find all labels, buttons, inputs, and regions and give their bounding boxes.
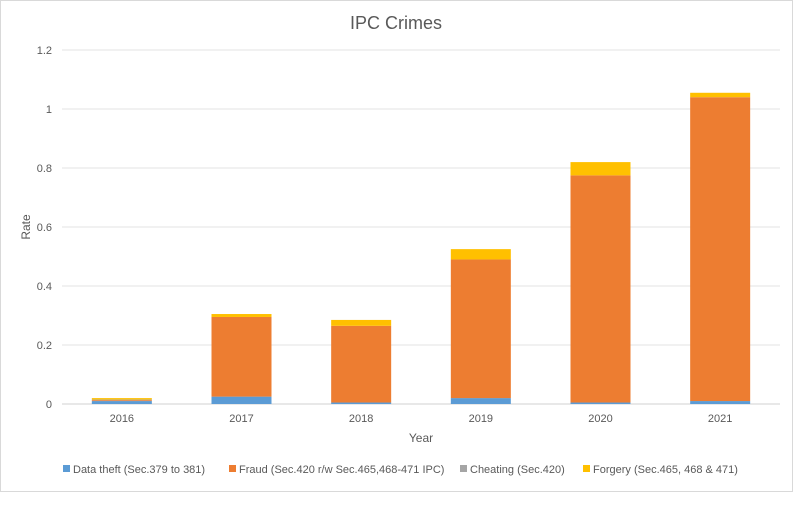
bar-segment [450, 259, 511, 399]
y-axis-ticks: 0 0.2 0.4 0.6 0.8 1 1.2 [37, 45, 52, 411]
bar-segment [450, 249, 511, 260]
x-tick-label: 2017 [229, 413, 253, 425]
bar-segment [91, 399, 152, 401]
y-tick-label: 0.4 [37, 281, 52, 293]
bar-segment [690, 401, 751, 404]
bar-segment [331, 325, 392, 403]
y-axis-label: Rate [19, 214, 33, 240]
x-tick-label: 2020 [588, 413, 612, 425]
legend: Data theft (Sec.379 to 381) Fraud (Sec.42… [63, 464, 738, 476]
x-tick-label: 2018 [349, 413, 373, 425]
bars-group [91, 92, 751, 404]
y-tick-label: 0 [46, 399, 52, 411]
y-tick-label: 1 [46, 104, 52, 116]
x-tick-label: 2016 [110, 413, 134, 425]
y-tick-label: 1.2 [37, 45, 52, 57]
y-tick-label: 0.8 [37, 163, 52, 175]
bar-segment [690, 97, 751, 402]
bar-segment [450, 398, 511, 404]
chart-title: IPC Crimes [350, 13, 442, 33]
x-axis-label: Year [409, 431, 433, 445]
bar-segment [570, 162, 631, 176]
bar-segment [211, 314, 272, 317]
chart-frame [0, 0, 793, 492]
y-tick-label: 0.6 [37, 222, 52, 234]
bar-segment [690, 92, 751, 98]
bar-segment [91, 401, 152, 404]
bar-segment [91, 398, 152, 400]
bar-segment [570, 402, 631, 404]
gridlines [62, 49, 780, 405]
x-axis-ticks: 2016 2017 2018 2019 2020 2021 [110, 413, 733, 425]
legend-swatch [229, 465, 236, 472]
legend-swatch [583, 465, 590, 472]
bar-segment [211, 316, 272, 397]
legend-label: Data theft (Sec.379 to 381) [73, 464, 205, 476]
bar-segment [331, 402, 392, 404]
x-tick-label: 2021 [708, 413, 732, 425]
legend-label: Forgery (Sec.465, 468 & 471) [593, 464, 738, 476]
bar-segment [331, 319, 392, 326]
y-tick-label: 0.2 [37, 340, 52, 352]
bar-segment [570, 175, 631, 403]
legend-swatch [460, 465, 467, 472]
bar-segment [211, 396, 272, 404]
legend-label: Cheating (Sec.420) [470, 464, 565, 476]
legend-label: Fraud (Sec.420 r/w Sec.465,468-471 IPC) [239, 464, 444, 476]
x-tick-label: 2019 [469, 413, 493, 425]
bar-segment [91, 400, 152, 402]
legend-swatch [63, 465, 70, 472]
